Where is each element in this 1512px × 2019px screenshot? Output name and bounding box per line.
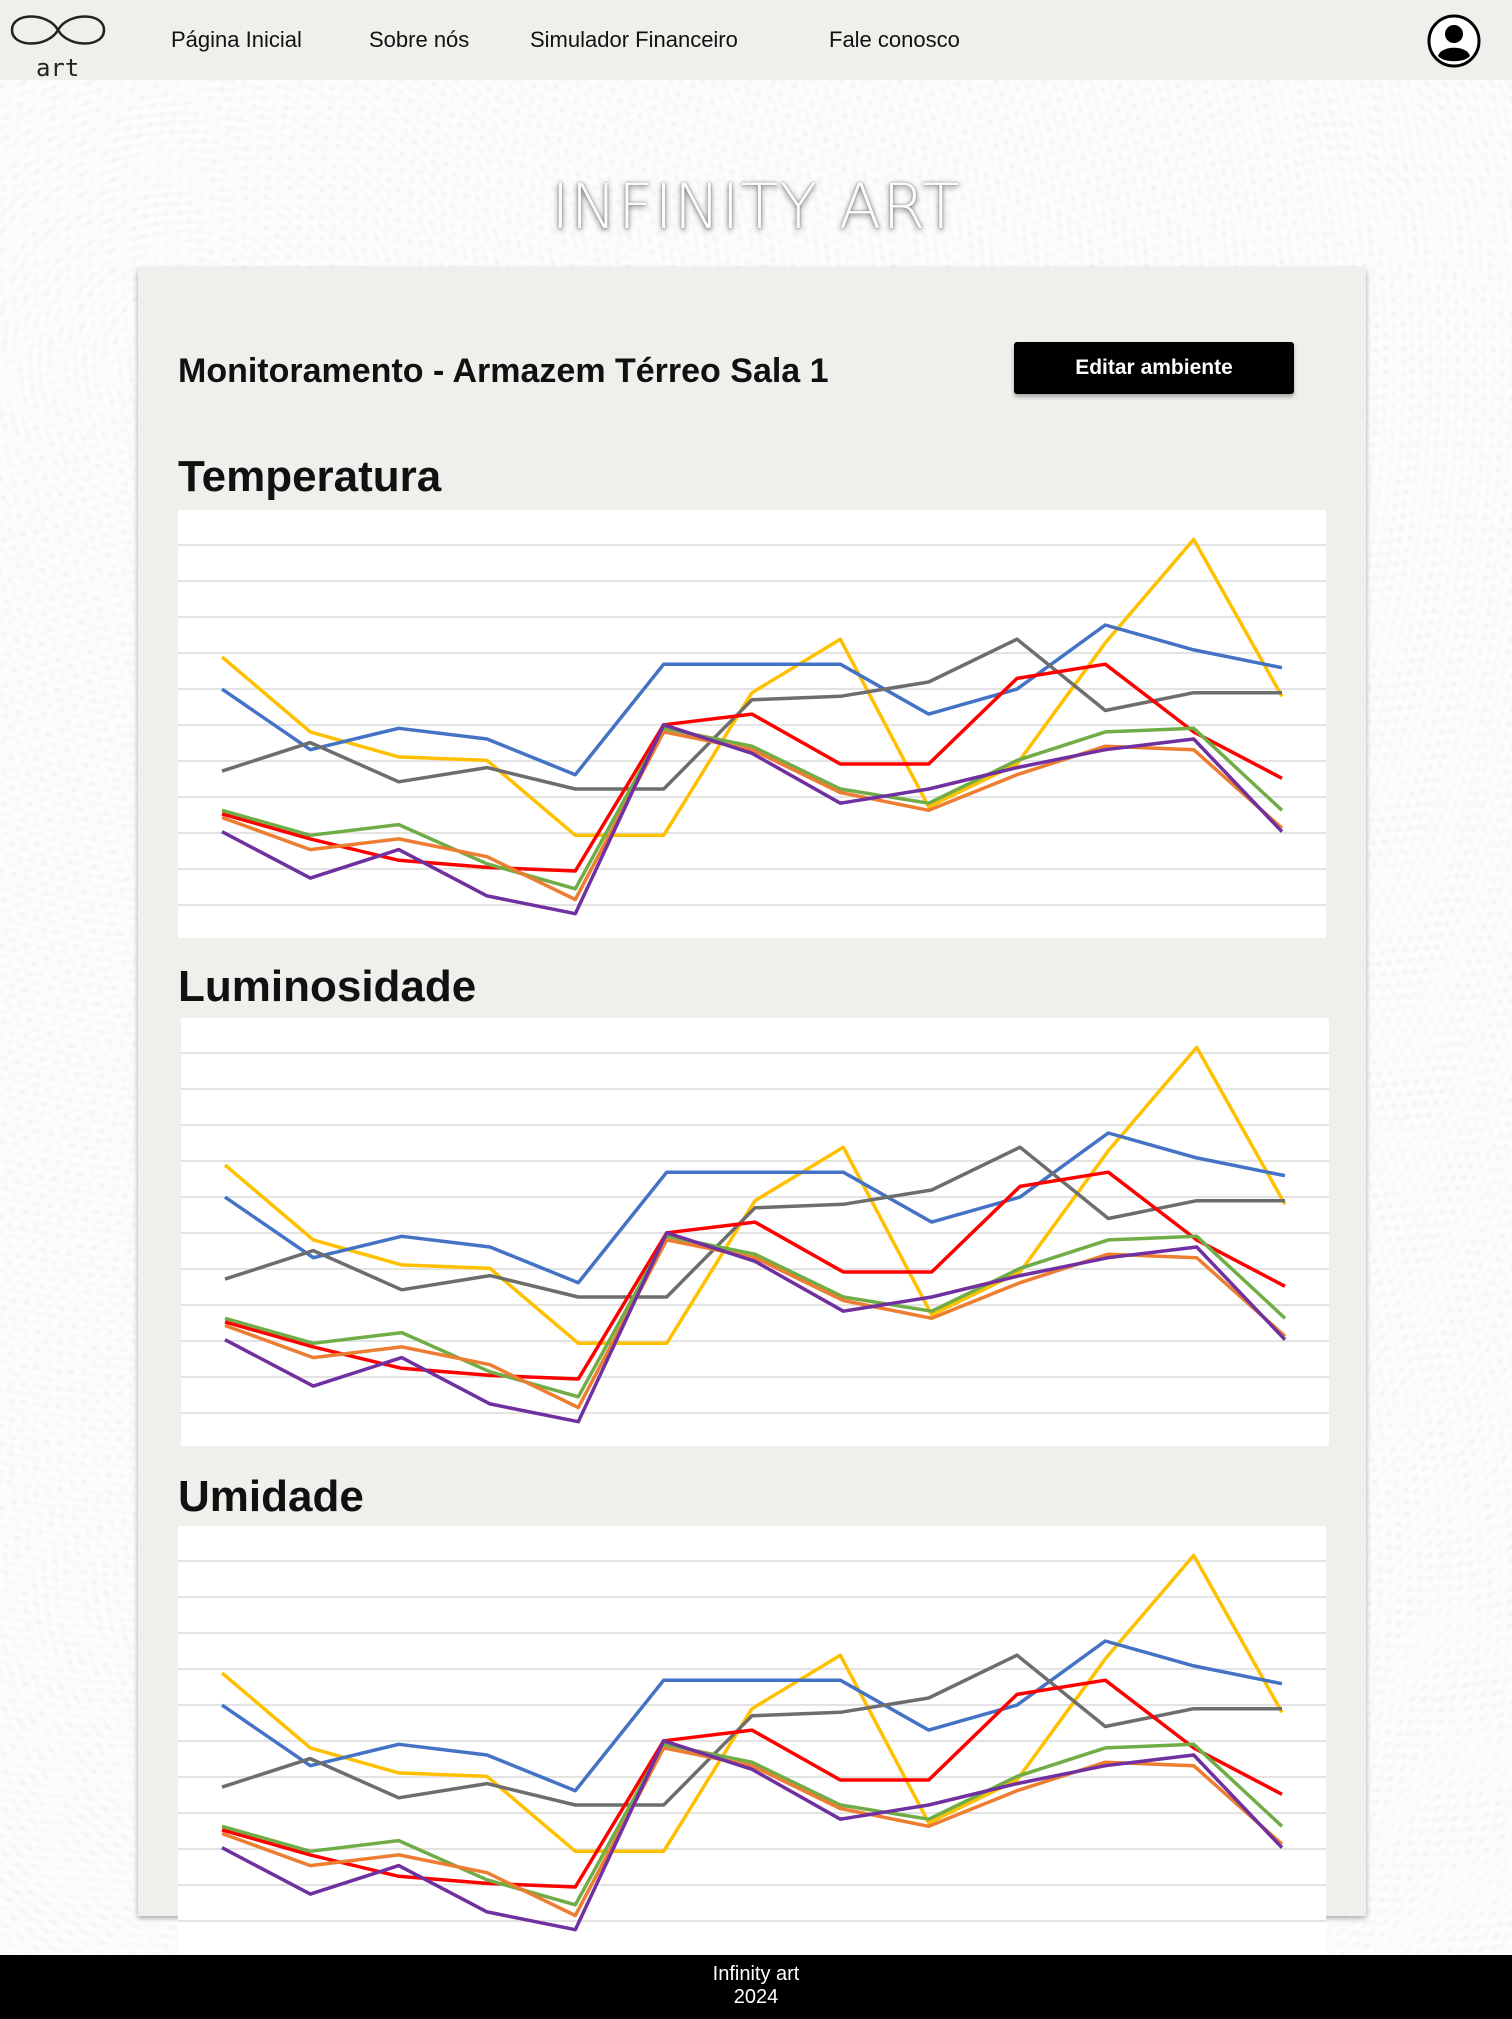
chart-luminosity: [181, 1018, 1329, 1446]
page-title: Monitoramento - Armazem Térreo Sala 1: [178, 352, 829, 390]
series-line-2: [224, 1145, 1285, 1299]
nav-financial-simulator[interactable]: Simulador Financeiro: [530, 27, 738, 52]
series-line-2: [221, 637, 1282, 791]
monitoring-panel: Monitoramento - Armazem Térreo Sala 1 Ed…: [138, 268, 1366, 1954]
user-icon: [1427, 14, 1481, 68]
infinity-logo[interactable]: art: [8, 6, 108, 82]
series-line-3: [221, 662, 1283, 873]
series-line-6: [221, 1739, 1284, 1932]
series-line-3: [224, 1170, 1286, 1381]
series-line-1: [224, 1131, 1286, 1285]
temperature-line-chart: [178, 537, 1326, 916]
series-line-3: [221, 1678, 1283, 1889]
series-line-1: [221, 1639, 1283, 1793]
nav-about[interactable]: Sobre nós: [369, 27, 470, 52]
chart-humidity: [178, 1526, 1326, 1954]
series-line-4: [224, 1234, 1287, 1399]
series-line-2: [221, 1653, 1282, 1807]
series-line-0: [220, 1553, 1284, 1854]
nav-contact[interactable]: Fale conosco: [829, 27, 960, 52]
humidity-line-chart: [178, 1553, 1326, 1932]
infinity-icon: [10, 15, 106, 45]
gridlines: [181, 1052, 1329, 1414]
nav-home[interactable]: Página Inicial: [171, 27, 302, 52]
series-line-4: [221, 726, 1284, 891]
gridlines: [178, 1560, 1326, 1922]
section-title-temperature: Temperatura: [178, 452, 442, 501]
section-title-luminosity: Luminosidade: [178, 962, 477, 1011]
gridlines: [178, 544, 1326, 906]
section-title-humidity: Umidade: [178, 1472, 364, 1521]
series-line-6: [221, 723, 1284, 916]
series-line-6: [224, 1231, 1287, 1424]
series-line-4: [221, 1742, 1284, 1907]
user-avatar[interactable]: [1426, 13, 1482, 69]
edit-environment-button[interactable]: Editar ambiente: [1014, 342, 1294, 394]
luminosity-line-chart: [181, 1045, 1329, 1424]
series-line-5: [224, 1238, 1287, 1410]
series-line-5: [221, 730, 1284, 902]
footer-year: 2024: [733, 1986, 779, 2008]
series-line-0: [223, 1045, 1287, 1346]
footer: Infinity art 2024: [0, 1955, 1512, 2019]
top-navbar: art Página Inicial Sobre nós Simulador F…: [0, 0, 1512, 82]
series-line-0: [220, 537, 1284, 838]
logo-text: art: [36, 54, 80, 82]
series-line-5: [221, 1746, 1284, 1918]
series-line-1: [221, 623, 1283, 777]
hero-title: INFINITY ART: [551, 170, 961, 243]
chart-temperature: [178, 510, 1326, 938]
footer-brand: Infinity art: [712, 1963, 800, 1985]
